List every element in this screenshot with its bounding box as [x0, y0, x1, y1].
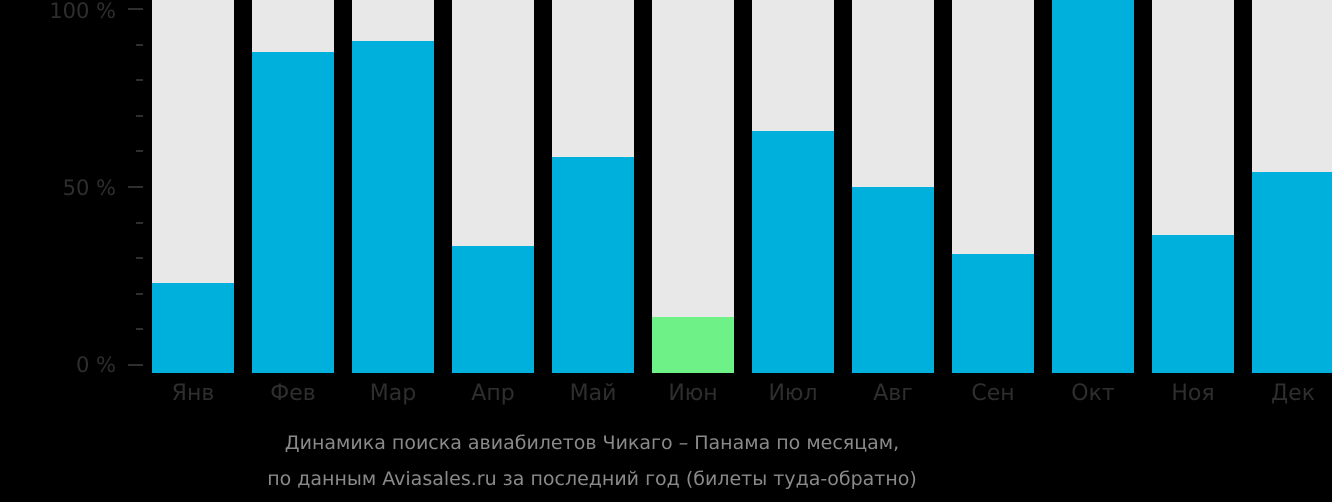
bar-track — [652, 0, 734, 373]
y-minor-tick — [136, 221, 143, 224]
bar-track — [352, 0, 434, 373]
bar-fill — [552, 156, 634, 373]
bar-track — [852, 0, 934, 373]
bar-fill — [652, 317, 734, 373]
bar-track — [1252, 0, 1332, 373]
x-tick-label: Окт — [1071, 381, 1115, 406]
bar-fill — [952, 253, 1034, 373]
x-tick-label: Фев — [270, 381, 316, 406]
y-minor-tick — [136, 328, 143, 331]
y-tick-label-100: 100 % — [49, 0, 116, 23]
bar-fill — [852, 186, 934, 373]
x-tick-label: Апр — [471, 381, 515, 406]
y-major-tick — [128, 8, 143, 10]
x-tick-label: Авг — [873, 381, 913, 406]
bar-track — [1152, 0, 1234, 373]
bar-track — [552, 0, 634, 373]
x-tick-label: Мар — [369, 381, 417, 406]
x-tick-label: Июл — [768, 381, 818, 406]
bar-track — [752, 0, 834, 373]
chart-title: Динамика поиска авиабилетов Чикаго – Пан… — [284, 432, 900, 454]
x-tick-label: Янв — [171, 381, 215, 406]
bar-fill — [1052, 0, 1134, 373]
y-tick-label-0: 0 % — [76, 353, 116, 377]
bar-fill — [1252, 171, 1332, 373]
bar-track — [1052, 0, 1134, 373]
bar-fill — [752, 130, 834, 373]
y-tick-label-50: 50 % — [62, 176, 116, 200]
bar-fill — [352, 41, 434, 373]
y-minor-tick — [136, 257, 143, 260]
y-minor-tick — [136, 150, 143, 153]
y-major-tick — [128, 186, 143, 188]
bar-fill — [252, 52, 334, 373]
chart-subtitle: по данным Aviasales.ru за последний год … — [267, 468, 917, 490]
y-major-tick — [128, 364, 143, 366]
y-minor-tick — [136, 79, 143, 82]
bar-fill — [1152, 235, 1234, 373]
x-tick-label: Ноя — [1171, 381, 1215, 406]
bar-fill — [452, 246, 534, 373]
bar-fill — [152, 283, 234, 373]
x-tick-label: Дек — [1270, 381, 1315, 406]
x-tick-label: Сен — [971, 381, 1015, 406]
y-minor-tick — [136, 292, 143, 295]
bar-track — [452, 0, 534, 373]
y-minor-tick — [136, 114, 143, 117]
bar-track — [952, 0, 1034, 373]
bar-track — [152, 0, 234, 373]
y-minor-tick — [136, 43, 143, 46]
x-tick-label: Июн — [668, 381, 718, 406]
bar-track — [252, 0, 334, 373]
x-tick-label: Май — [569, 381, 617, 406]
